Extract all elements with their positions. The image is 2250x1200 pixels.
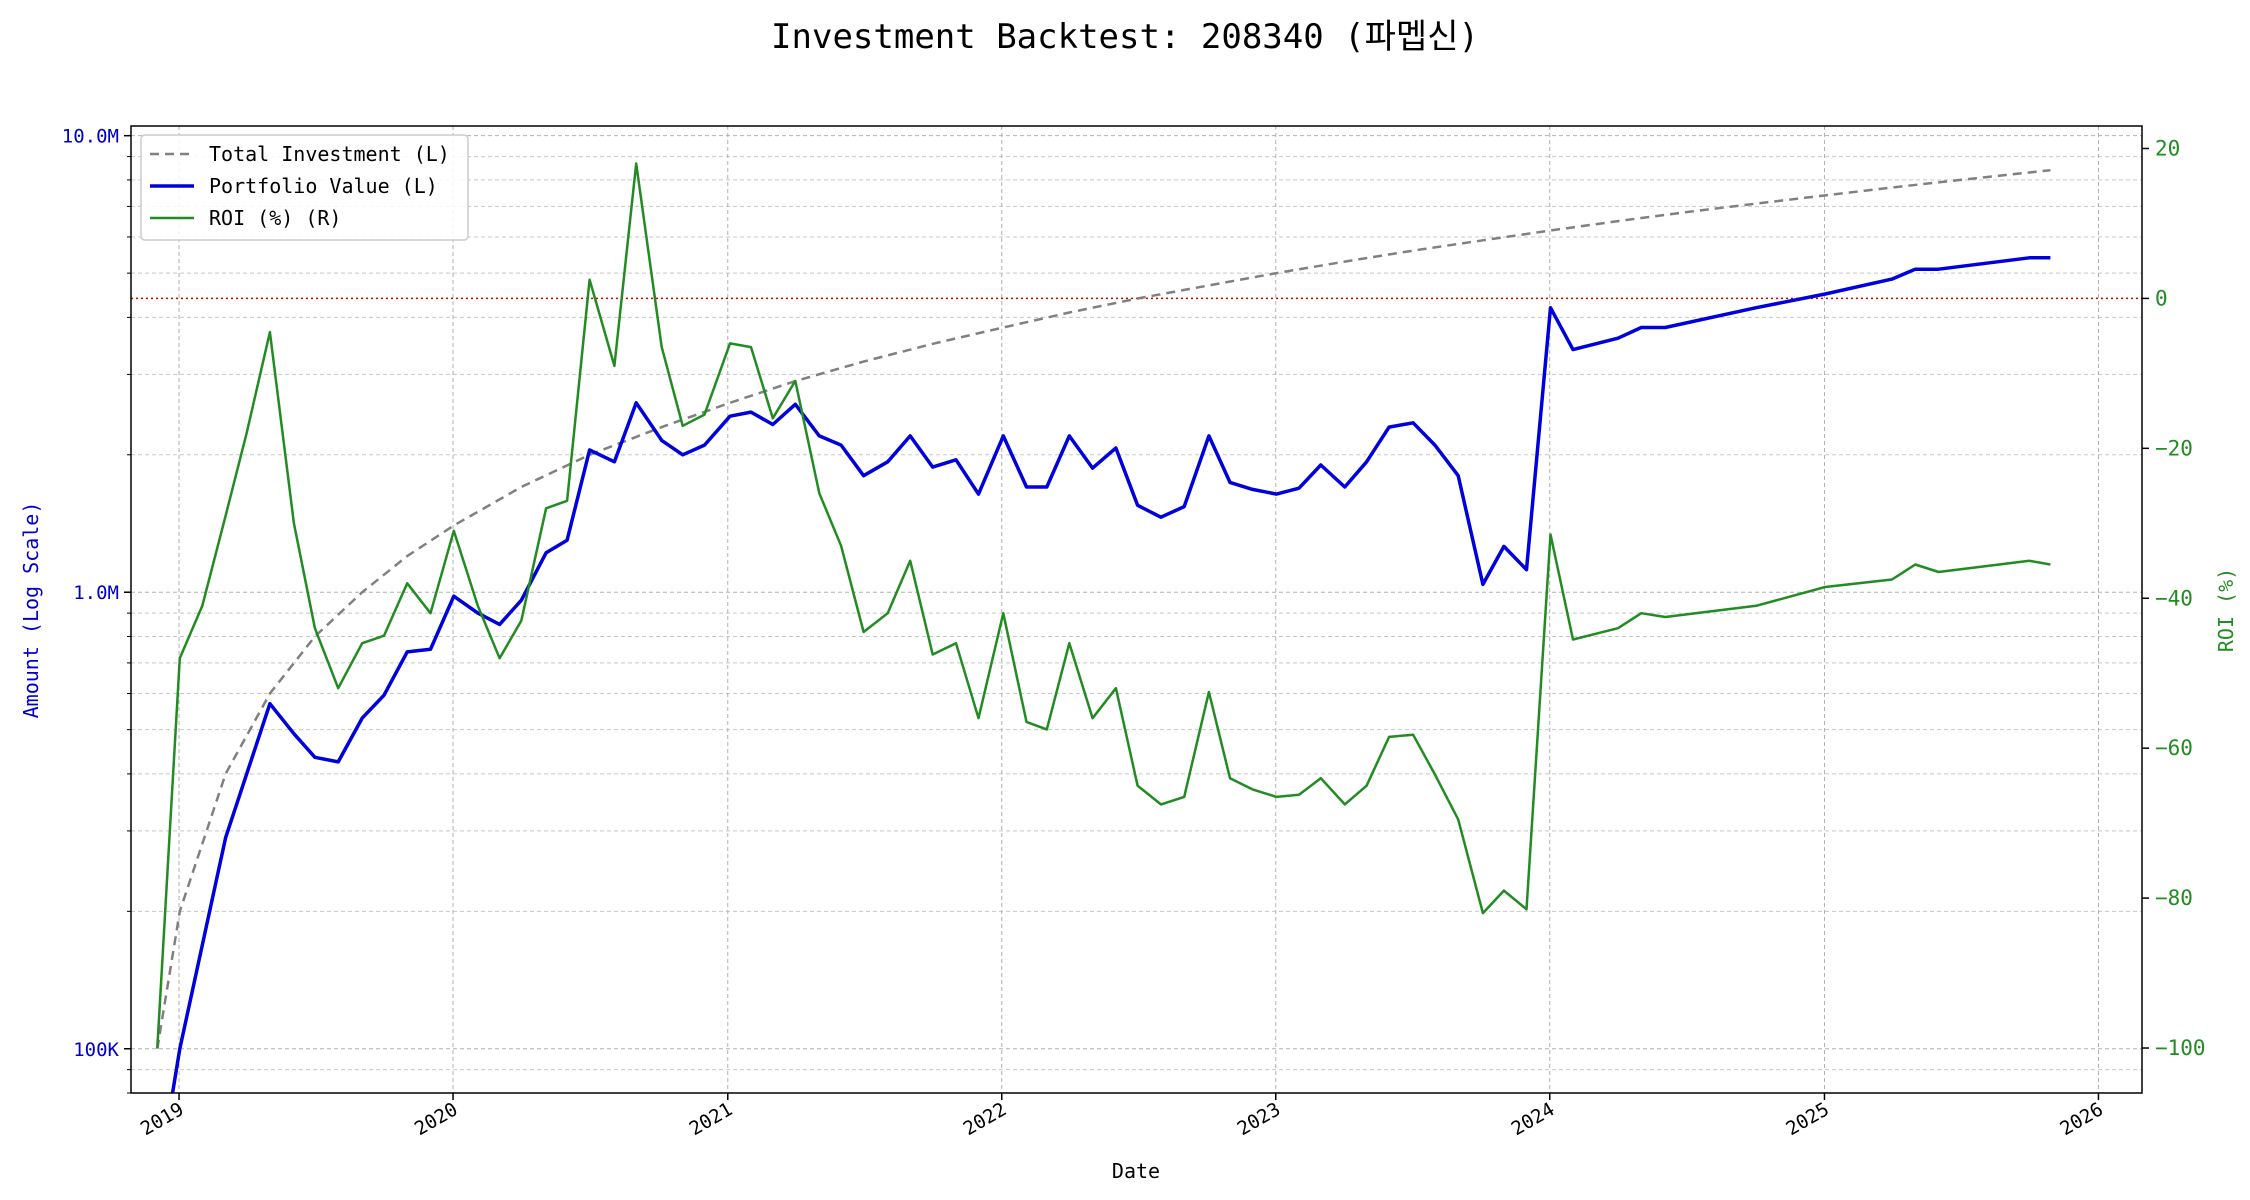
left-tick-label: 10.0M (62, 126, 119, 148)
plot-frame (130, 125, 2143, 1094)
series-line-portfolio-value (170, 256, 2051, 1093)
legend-label-portfolio-value: Portfolio Value (L) (209, 174, 438, 198)
x-axis-label: Date (1112, 1159, 1160, 1183)
x-tick-label: 2025 (1782, 1098, 1833, 1140)
series-line-total-investment (156, 168, 2051, 1050)
right-tick-label: 0 (2155, 286, 2168, 310)
right-tick-label: −20 (2155, 436, 2193, 460)
right-tick-label: −60 (2155, 736, 2193, 760)
x-tick-label: 2020 (411, 1098, 462, 1140)
grid-lines (131, 126, 2142, 1094)
x-tick-label: 2022 (960, 1098, 1011, 1140)
left-tick-label: 100K (73, 1039, 119, 1061)
legend-label-total-investment: Total Investment (L) (209, 142, 450, 166)
right-tick-label: −100 (2155, 1036, 2206, 1060)
x-axis-ticks: 2019 2020 2021 2022 2023 2024 2025 2026 (137, 1093, 2107, 1140)
x-tick-label: 2021 (686, 1098, 737, 1140)
series-layer (156, 162, 2051, 1093)
right-tick-label: −40 (2155, 586, 2193, 610)
left-axis-ticks: 100K 1.0M 10.0M (62, 126, 131, 1094)
series-line-roi (156, 162, 2051, 1049)
legend-box (140, 134, 469, 241)
right-axis-ticks: −100 −80 −60 −40 −20 0 20 (2142, 136, 2206, 1060)
left-tick-label: 1.0M (73, 582, 119, 604)
legend: Total Investment (L) Portfolio Value (L)… (140, 134, 469, 241)
right-tick-label: 20 (2155, 136, 2180, 160)
x-tick-label: 2019 (137, 1098, 188, 1140)
left-axis-label: Amount (Log Scale) (19, 502, 43, 719)
x-tick-label: 2026 (2056, 1098, 2107, 1140)
legend-label-roi: ROI (%) (R) (209, 206, 341, 230)
chart-title: Investment Backtest: 208340 (파멥신) (771, 17, 1479, 57)
right-axis-label: ROI (%) (2214, 568, 2238, 652)
x-tick-label: 2024 (1508, 1098, 1559, 1140)
right-tick-label: −80 (2155, 886, 2193, 910)
x-tick-label: 2023 (1234, 1098, 1285, 1140)
